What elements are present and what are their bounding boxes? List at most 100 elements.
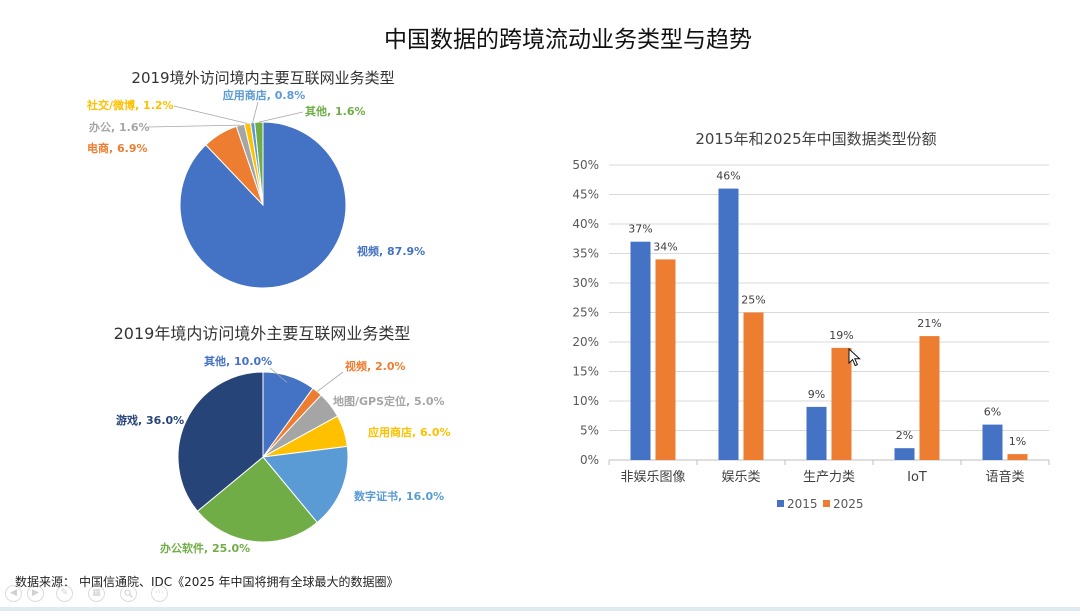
pie-data-label: 视频, 2.0%: [345, 359, 406, 373]
legend-swatch: [777, 500, 784, 507]
pie-chart-outbound-access: 2019境外访问境内主要互联网业务类型 视频, 87.9% 电商, 6.9% 办公,…: [86, 69, 425, 289]
pie-leader-line: [147, 124, 241, 128]
bar-data-label: 1%: [1009, 435, 1026, 448]
bar-data-label: 37%: [628, 223, 652, 236]
next-slide-icon[interactable]: ▶: [27, 585, 44, 602]
pie-leader-line: [173, 105, 248, 124]
bar: [919, 336, 940, 460]
bar: [1007, 454, 1028, 460]
pie-data-label: 社交/微博, 1.2%: [86, 98, 174, 112]
bar-data-label: 34%: [653, 240, 677, 253]
legend-label: 2025: [833, 497, 864, 511]
pie-label-value: , 1.6%: [327, 105, 366, 118]
y-tick-label: 15%: [572, 365, 599, 379]
y-tick-label: 35%: [572, 247, 599, 261]
pie-leader-line: [258, 111, 304, 123]
x-tick-label: 语音类: [985, 469, 1024, 485]
pie-slice: [177, 371, 264, 512]
bar-chart-title: 2015年和2025年中国数据类型份额: [695, 130, 936, 148]
legend-item: 2015: [777, 497, 818, 511]
y-tick-label: 25%: [572, 306, 599, 320]
previous-slide-icon[interactable]: ◀: [5, 585, 22, 602]
pie-data-label: 电商, 6.9%: [87, 141, 148, 155]
x-tick-label: 非娱乐图像: [620, 470, 685, 485]
y-tick-label: 0%: [580, 453, 599, 467]
pie-label-value: , 36.0%: [138, 414, 184, 427]
bar-data-labels: 37%34% 46% 25% 9% 19% 2% 21% 6% 1%: [628, 170, 1026, 449]
y-tick-label: 40%: [572, 217, 599, 231]
zoom-icon[interactable]: [120, 585, 137, 602]
bar: [630, 241, 651, 460]
pie-label-value: , 10.0%: [226, 355, 272, 368]
pie-data-label: 应用商店, 0.8%: [223, 88, 306, 102]
x-axis: 非娱乐图像 娱乐类 生产力类 IoT 语音类: [608, 459, 1050, 485]
pie-data-label: 地图/GPS定位, 5.0%: [333, 394, 445, 408]
pie-data-label: 数字证书, 16.0%: [354, 489, 444, 503]
x-tick-label: 生产力类: [803, 470, 855, 485]
pie-data-label: 其他, 10.0%: [204, 354, 272, 368]
y-tick-label: 30%: [572, 276, 599, 290]
pie-label-value: , 16.0%: [398, 490, 444, 503]
pie-label-value: , 0.8%: [267, 89, 306, 102]
pie-label-category: 办公软件: [160, 541, 204, 555]
legend-swatch: [823, 500, 830, 507]
bar-data-label: 19%: [829, 329, 853, 342]
magnifier-glyph: [124, 589, 133, 598]
pie-leader-line: [316, 371, 344, 392]
bar-data-label: 46%: [716, 170, 740, 183]
slide-title: 中国数据的跨境流动业务类型与趋势: [384, 27, 752, 53]
pie-label-category: 其他: [305, 104, 327, 118]
pie-data-labels: 其他, 10.0% 视频, 2.0% 地图/GPS定位, 5.0% 应用商店, 6.0…: [116, 354, 451, 555]
bar-chart-data-type-share: 2015年和2025年中国数据类型份额 0% 5% 10% 15% 20% 25% 30% 3…: [572, 130, 1050, 511]
pie-label-category: 应用商店: [223, 88, 267, 102]
pie-data-label: 办公, 1.6%: [89, 120, 150, 134]
pie-label-value: , 1.2%: [135, 99, 174, 112]
pie-leader-line: [252, 101, 259, 123]
y-tick-label: 45%: [572, 188, 599, 202]
pen-icon[interactable]: ✎: [56, 585, 73, 602]
pie-label-category: 地图/GPS定位: [333, 394, 406, 408]
legend-label: 2015: [787, 497, 818, 511]
pie-label-value: , 25.0%: [204, 542, 250, 555]
mouse-cursor-icon: [848, 348, 861, 367]
bar: [743, 312, 764, 460]
bar-data-label: 21%: [917, 317, 941, 330]
pie-label-category: 视频: [357, 244, 379, 258]
pie-label-value: , 6.0%: [412, 426, 451, 439]
pie-label-category: 游戏: [116, 413, 138, 427]
pie-label-value: , 2.0%: [367, 360, 406, 373]
pie-chart-1-title: 2019境外访问境内主要互联网业务类型: [131, 69, 394, 87]
pie-label-category: 电商: [87, 141, 109, 155]
bar: [718, 188, 739, 460]
pie-data-label: 视频, 87.9%: [357, 244, 425, 258]
pie-label-category: 应用商店: [368, 425, 412, 439]
window-bottom-edge: [0, 607, 1080, 611]
see-all-slides-icon[interactable]: ▦: [88, 585, 105, 602]
pie-chart-2-title: 2019年境内访问境外主要互联网业务类型: [114, 324, 411, 343]
x-tick-label: IoT: [907, 470, 927, 485]
bar-data-label: 9%: [808, 388, 825, 401]
bar-data-label: 2%: [896, 429, 913, 442]
pie-leader-line: [269, 367, 288, 383]
pie-chart-inbound-access: 2019年境内访问境外主要互联网业务类型 其他, 10.0% 视频, 2.0% 地图…: [114, 324, 451, 555]
legend-item: 2025: [823, 497, 864, 511]
y-tick-label: 50%: [572, 158, 599, 172]
pie-label-value: , 1.6%: [111, 121, 150, 134]
bar: [831, 347, 852, 460]
slideshow-controls: ◀ ▶ ✎ ▦ ⋯: [0, 585, 180, 603]
pie-label-category: 其他: [204, 354, 226, 368]
pie-label-value: , 5.0%: [406, 395, 445, 408]
pie-label-category: 社交/微博: [86, 98, 135, 112]
pie-data-label: 游戏, 36.0%: [116, 413, 184, 427]
gridlines: [609, 164, 1049, 431]
pie-label-value: , 87.9%: [379, 245, 425, 258]
pie-slices: [179, 121, 347, 289]
y-tick-label: 5%: [580, 424, 599, 438]
pie-slices: [177, 371, 349, 543]
bar: [894, 448, 915, 460]
pie-leader-lines: [147, 101, 304, 128]
bar: [982, 424, 1003, 460]
more-options-icon[interactable]: ⋯: [151, 585, 168, 602]
pie-label-value: , 6.9%: [109, 142, 148, 155]
